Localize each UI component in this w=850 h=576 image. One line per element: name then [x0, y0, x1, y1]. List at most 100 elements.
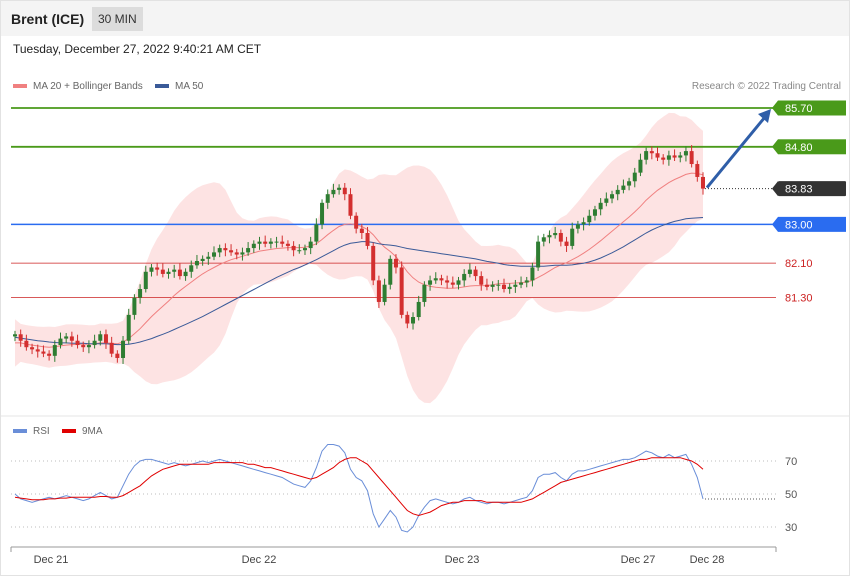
candle-body [433, 278, 438, 281]
legend-9ma-swatch [62, 429, 76, 434]
candle-body [132, 297, 137, 315]
candle-body [570, 228, 575, 246]
candle-body [371, 245, 376, 281]
rsi-9ma-line [14, 457, 704, 517]
candle-body [456, 280, 461, 285]
candle-body [524, 280, 529, 283]
candle-body [291, 245, 296, 251]
candle-body [564, 241, 569, 246]
candle-body [422, 284, 427, 302]
forecast-arrow-line [705, 116, 767, 189]
x-tick-label: Dec 23 [445, 554, 480, 566]
candle-body [644, 151, 649, 160]
x-tick-label: Dec 21 [34, 554, 69, 566]
candle-body [297, 250, 302, 252]
candle-body [98, 334, 103, 341]
candle-body [484, 284, 489, 287]
candle-body [212, 252, 217, 257]
credit-text: Research © 2022 Trading Central [691, 81, 841, 92]
level-label-83-00: 83.00 [785, 219, 813, 231]
candle-body [678, 155, 683, 158]
candle-body [399, 267, 404, 315]
candle-body [81, 345, 86, 348]
candle-body [541, 237, 546, 242]
candle-body [519, 282, 524, 285]
candle-body [661, 157, 666, 160]
candle-body [285, 243, 290, 246]
candle-body [320, 202, 325, 225]
candle-body [234, 252, 239, 255]
candle-body [558, 232, 563, 242]
candle-body [536, 241, 541, 268]
candle-body [445, 280, 450, 283]
candle-body [121, 340, 126, 358]
candle-body [52, 345, 57, 356]
candle-body [92, 340, 97, 346]
candle-body [217, 248, 222, 253]
x-tick-label: Dec 28 [690, 554, 725, 566]
candle-body [24, 340, 29, 348]
candle-body [200, 258, 205, 262]
candle-body [240, 252, 245, 255]
candle-body [359, 228, 364, 233]
candle-body [655, 153, 660, 158]
candle-body [701, 176, 705, 189]
forecast-arrow-head [758, 109, 771, 123]
level-label-85-70: 85.70 [785, 103, 813, 115]
candle-body [575, 224, 580, 229]
candle-body [138, 289, 143, 298]
candle-body [149, 267, 154, 272]
level-label-83-83: 83.83 [785, 184, 813, 196]
candle-body [64, 336, 69, 339]
candle-body [473, 269, 478, 277]
level-label-82-10: 82.10 [785, 258, 813, 270]
candle-body [183, 271, 188, 277]
legend-rsi-label: RSI [33, 426, 50, 437]
candle-body [405, 314, 410, 324]
candle-body [610, 194, 615, 199]
candle-body [194, 261, 199, 266]
candle-body [308, 241, 313, 249]
candle-body [666, 155, 671, 160]
candle-body [166, 271, 171, 274]
candle-body [689, 151, 694, 165]
candle-body [592, 209, 597, 216]
candle-body [450, 282, 455, 285]
price-tag-pointer-84-80 [772, 139, 778, 155]
candle-body [280, 241, 285, 244]
candle-body [376, 280, 381, 302]
bollinger-band [15, 112, 703, 404]
candle-body [69, 336, 74, 341]
candle-body [325, 194, 330, 203]
legend-ma50-swatch [155, 84, 169, 89]
candle-body [462, 273, 467, 281]
candle-body [30, 347, 35, 350]
candle-body [229, 250, 234, 253]
price-tag-83-83 [778, 181, 846, 197]
candle-body [47, 353, 52, 356]
rsi-tick-50: 50 [785, 489, 797, 501]
legend-ma20: MA 20 + Bollinger Bands [13, 81, 143, 92]
candle-body [58, 338, 63, 346]
candle-body [189, 265, 194, 272]
price-tag-83-00 [778, 216, 846, 232]
candle-body [115, 353, 120, 358]
timeframe-badge[interactable]: 30 MIN [92, 7, 143, 31]
candle-body [649, 151, 654, 154]
legend-rsi: RSI [13, 426, 50, 437]
candle-body [314, 224, 319, 242]
legend-ma50: MA 50 [155, 81, 203, 92]
legend-9ma: 9MA [62, 426, 103, 437]
candle-body [621, 185, 626, 190]
candle-body [246, 248, 251, 253]
chart-timestamp: Tuesday, December 27, 2022 9:40:21 AM CE… [13, 42, 262, 56]
candle-body [35, 349, 40, 352]
candle-body [126, 314, 131, 341]
candle-body [695, 164, 700, 177]
x-tick-label: Dec 27 [621, 554, 656, 566]
candle-body [501, 284, 506, 290]
candle-body [177, 269, 182, 277]
candle-body [337, 187, 342, 190]
candle-body [302, 248, 307, 251]
